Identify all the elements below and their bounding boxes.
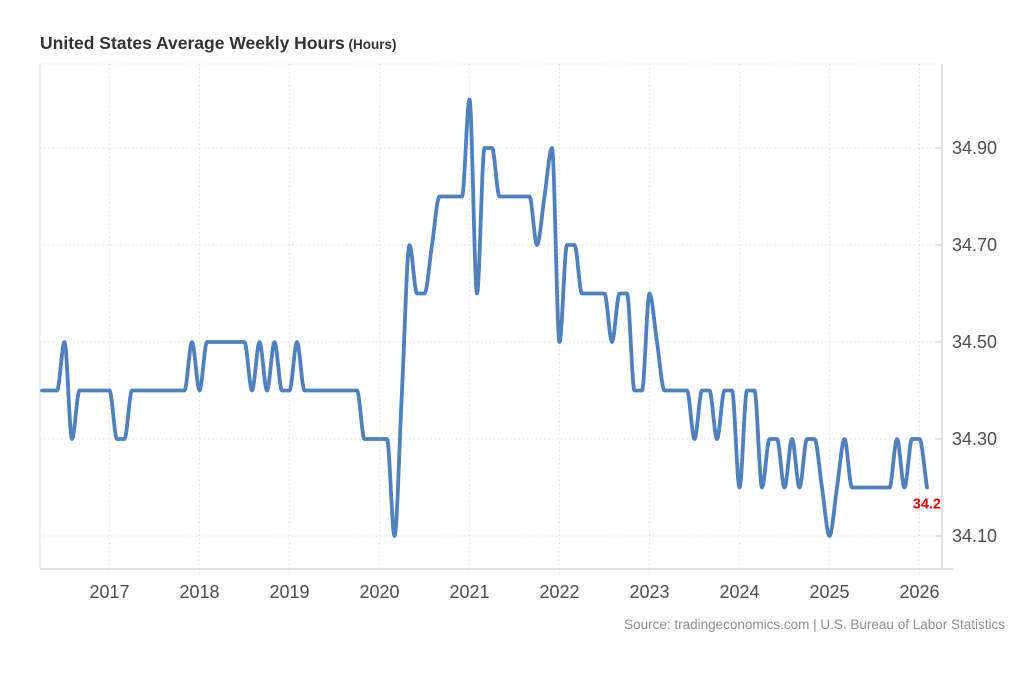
y-tick-label: 34.10 xyxy=(952,526,997,546)
y-tick-label: 34.70 xyxy=(952,235,997,255)
x-tick-label: 2019 xyxy=(269,582,309,602)
x-tick-label: 2024 xyxy=(719,582,759,602)
x-tick-label: 2018 xyxy=(179,582,219,602)
x-tick-label: 2022 xyxy=(539,582,579,602)
gridlines xyxy=(40,64,942,575)
latest-value-label: 34.2 xyxy=(913,497,941,513)
plot-border xyxy=(39,63,953,570)
x-tick-label: 2026 xyxy=(899,582,939,602)
x-tick-label: 2020 xyxy=(359,582,399,602)
x-tick-label: 2025 xyxy=(809,582,849,602)
x-tick-label: 2017 xyxy=(89,582,129,602)
series-line[interactable] xyxy=(40,97,929,538)
y-tick-label: 34.50 xyxy=(952,332,997,352)
y-axis-labels: 34.10 34.30 34.50 34.70 34.90 xyxy=(952,138,997,546)
y-tick-label: 34.30 xyxy=(952,429,997,449)
chart-title-main: United States Average Weekly Hours xyxy=(40,33,345,53)
chart-title-unit: (Hours) xyxy=(345,37,397,52)
y-tick-label: 34.90 xyxy=(952,138,997,158)
x-axis-labels: 2017 2018 2019 2020 2021 2022 2023 2024 2025 2026 xyxy=(89,582,939,602)
source-attribution: Source: tradingeconomics.com | U.S. Bure… xyxy=(624,617,1005,632)
x-tick-label: 2023 xyxy=(629,582,669,602)
chart-title: United States Average Weekly Hours (Hour… xyxy=(40,33,397,53)
x-tick-label: 2021 xyxy=(449,582,489,602)
